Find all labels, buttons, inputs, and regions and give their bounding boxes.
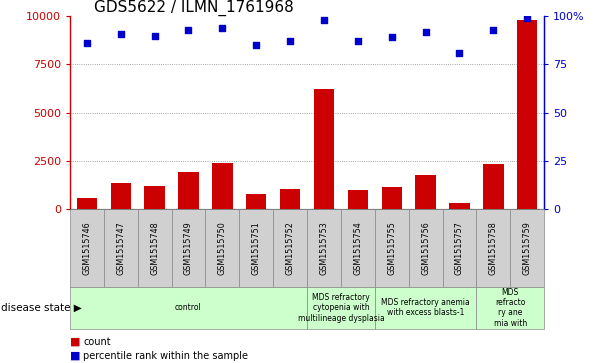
Point	[353, 38, 363, 44]
Point	[116, 31, 126, 37]
Bar	[348, 191, 368, 209]
Text: percentile rank within the sample: percentile rank within the sample	[83, 351, 248, 361]
Point	[218, 25, 227, 31]
Text: disease state ▶: disease state ▶	[1, 303, 82, 313]
Text: control: control	[175, 303, 202, 312]
Bar	[314, 89, 334, 209]
Point	[82, 40, 92, 46]
Bar	[178, 172, 199, 209]
Bar	[246, 194, 266, 209]
Bar	[145, 185, 165, 209]
Text: ■: ■	[70, 337, 80, 347]
Text: GSM1515756: GSM1515756	[421, 221, 430, 275]
Point	[285, 38, 295, 44]
Text: GSM1515751: GSM1515751	[252, 221, 261, 275]
Point	[184, 27, 193, 33]
Text: GSM1515749: GSM1515749	[184, 221, 193, 275]
Text: GSM1515753: GSM1515753	[319, 221, 328, 275]
Text: GSM1515758: GSM1515758	[489, 221, 498, 275]
Bar	[111, 183, 131, 209]
Text: MDS refractory anemia
with excess blasts-1: MDS refractory anemia with excess blasts…	[381, 298, 470, 317]
Point	[150, 33, 159, 38]
Bar	[382, 187, 402, 209]
Point	[488, 27, 498, 33]
Text: MDS
refracto
ry ane
mia with: MDS refracto ry ane mia with	[494, 287, 527, 328]
Text: MDS refractory
cytopenia with
multilineage dysplasia: MDS refractory cytopenia with multilinea…	[297, 293, 384, 323]
Bar	[449, 203, 469, 209]
Point	[251, 42, 261, 48]
Bar	[415, 175, 436, 209]
Text: GSM1515750: GSM1515750	[218, 221, 227, 275]
Text: GSM1515752: GSM1515752	[286, 221, 295, 275]
Text: GSM1515755: GSM1515755	[387, 221, 396, 275]
Point	[421, 29, 430, 34]
Text: GSM1515757: GSM1515757	[455, 221, 464, 275]
Text: GDS5622 / ILMN_1761968: GDS5622 / ILMN_1761968	[94, 0, 294, 16]
Bar	[77, 198, 97, 209]
Bar	[212, 163, 232, 209]
Text: count: count	[83, 337, 111, 347]
Point	[455, 50, 465, 56]
Point	[522, 15, 532, 21]
Text: GSM1515754: GSM1515754	[353, 221, 362, 275]
Text: GSM1515748: GSM1515748	[150, 221, 159, 274]
Point	[319, 17, 329, 23]
Text: GSM1515746: GSM1515746	[82, 221, 91, 274]
Text: ■: ■	[70, 351, 80, 361]
Bar	[517, 20, 537, 209]
Text: GSM1515747: GSM1515747	[116, 221, 125, 275]
Bar	[483, 163, 503, 209]
Point	[387, 34, 396, 40]
Text: GSM1515759: GSM1515759	[523, 221, 532, 275]
Bar	[280, 188, 300, 209]
